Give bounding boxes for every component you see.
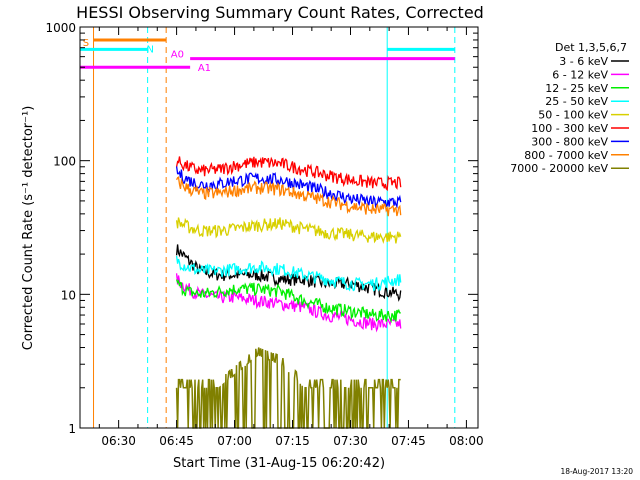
flag-label-a1: A1 bbox=[198, 63, 211, 74]
x-tick-label: 07:45 bbox=[391, 434, 426, 448]
x-axis-label: Start Time (31-Aug-15 06:20:42) bbox=[173, 456, 385, 471]
data-series bbox=[175, 156, 402, 429]
legend-label-100-300-kev: 100 - 300 keV bbox=[531, 122, 608, 135]
legend-label-3-6-kev: 3 - 6 keV bbox=[559, 55, 608, 68]
x-tick-label: 06:30 bbox=[101, 434, 136, 448]
vertical-marker-lines bbox=[93, 27, 456, 428]
x-axis: 06:30 06:45 07:00 07:15 07:30 07:45 08:00 bbox=[98, 27, 484, 448]
series-line-7000-20000-kev bbox=[175, 347, 401, 429]
legend-title: Det 1,3,5,6,7 bbox=[555, 41, 627, 54]
y-tick-label: 10 bbox=[61, 288, 76, 302]
flag-bars: S N A0 A1 bbox=[80, 38, 455, 74]
legend-label-6-12-kev: 6 - 12 keV bbox=[552, 68, 608, 81]
legend-label-300-800-kev: 300 - 800 keV bbox=[531, 135, 608, 148]
legend-label-7000-20000-kev: 7000 - 20000 keV bbox=[510, 162, 608, 175]
series-line-12-25-kev bbox=[175, 279, 401, 324]
flag-label-s: S bbox=[83, 38, 89, 49]
y-tick-label: 1 bbox=[68, 422, 76, 436]
legend-label-800-7000-kev: 800 - 7000 keV bbox=[524, 149, 608, 162]
y-axis-label: Corrected Count Rate (s⁻¹ detector⁻¹) bbox=[21, 106, 36, 351]
legend-label-12-25-kev: 12 - 25 keV bbox=[545, 82, 608, 95]
y-axis: 1 10 100 1000 bbox=[45, 21, 478, 436]
chart-title: HESSI Observing Summary Count Rates, Cor… bbox=[76, 3, 484, 22]
series-line-800-7000-kev bbox=[176, 176, 402, 217]
series-line-50-100-kev bbox=[175, 217, 402, 244]
x-tick-label: 08:00 bbox=[449, 434, 484, 448]
y-tick-label: 1000 bbox=[45, 21, 76, 35]
flag-label-n: N bbox=[146, 44, 153, 55]
plot-frame bbox=[79, 26, 479, 429]
series-line-100-300-kev bbox=[175, 156, 402, 192]
y-tick-label: 100 bbox=[53, 155, 76, 169]
flag-label-a0: A0 bbox=[171, 50, 184, 61]
x-tick-label: 07:00 bbox=[217, 434, 252, 448]
x-tick-label: 06:45 bbox=[159, 434, 194, 448]
footer-timestamp: 18-Aug-2017 13:20 bbox=[560, 467, 633, 476]
legend-label-25-50-kev: 25 - 50 keV bbox=[545, 95, 608, 108]
legend-label-50-100-kev: 50 - 100 keV bbox=[538, 109, 608, 122]
x-tick-label: 07:30 bbox=[333, 434, 368, 448]
x-tick-label: 07:15 bbox=[275, 434, 310, 448]
series-line-25-50-kev bbox=[175, 255, 402, 292]
